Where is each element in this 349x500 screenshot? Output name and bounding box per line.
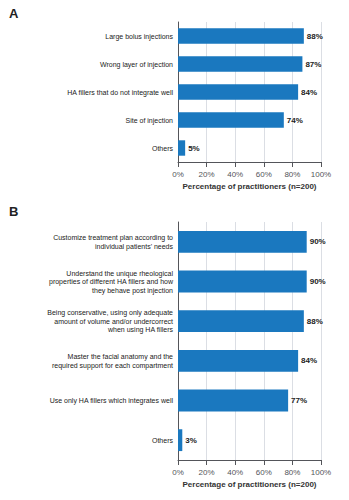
svg-text:88%: 88% — [307, 32, 323, 41]
svg-text:84%: 84% — [301, 356, 317, 365]
svg-text:60%: 60% — [256, 170, 272, 179]
svg-text:Understand the unique rheologi: Understand the unique rheological — [66, 270, 173, 278]
svg-text:A: A — [9, 6, 19, 21]
svg-text:100%: 100% — [311, 170, 331, 179]
svg-text:Percentage of practitioners (n: Percentage of practitioners (n=200) — [182, 182, 316, 191]
svg-text:Use only HA fillers which inte: Use only HA fillers which integrates wel… — [50, 397, 174, 405]
svg-text:20%: 20% — [199, 170, 215, 179]
svg-text:HA fillers that do not integra: HA fillers that do not integrate well — [67, 89, 173, 97]
svg-text:84%: 84% — [301, 88, 317, 97]
svg-text:40%: 40% — [227, 468, 243, 477]
svg-text:80%: 80% — [284, 468, 300, 477]
svg-text:Being conservative, using only: Being conservative, using only adequate — [47, 309, 173, 317]
svg-text:0%: 0% — [172, 170, 184, 179]
svg-text:80%: 80% — [284, 170, 300, 179]
svg-text:3%: 3% — [185, 436, 197, 445]
svg-text:77%: 77% — [291, 396, 307, 405]
svg-text:when using HA fillers: when using HA fillers — [107, 326, 173, 334]
svg-text:90%: 90% — [310, 237, 326, 246]
svg-text:Percentage of practitioners (n: Percentage of practitioners (n=200) — [182, 480, 316, 489]
svg-text:Site of injection: Site of injection — [126, 117, 174, 125]
svg-text:5%: 5% — [188, 144, 200, 153]
svg-text:individual patients' needs: individual patients' needs — [95, 243, 174, 251]
svg-text:100%: 100% — [311, 468, 331, 477]
svg-text:Others: Others — [152, 145, 174, 152]
svg-text:40%: 40% — [227, 170, 243, 179]
svg-text:90%: 90% — [310, 277, 326, 286]
svg-text:properties of different HA fil: properties of different HA fillers and h… — [49, 278, 174, 286]
svg-text:Others: Others — [152, 437, 174, 444]
svg-text:60%: 60% — [256, 468, 272, 477]
svg-text:Wrong layer of injection: Wrong layer of injection — [100, 61, 173, 69]
svg-text:Large bolus injections: Large bolus injections — [105, 33, 173, 41]
svg-text:required support for each comp: required support for each compartment — [52, 362, 173, 370]
svg-text:Master the facial anatomy and: Master the facial anatomy and the — [68, 353, 174, 361]
svg-text:B: B — [9, 204, 18, 219]
svg-text:0%: 0% — [172, 468, 184, 477]
svg-text:20%: 20% — [199, 468, 215, 477]
svg-text:74%: 74% — [287, 116, 303, 125]
svg-text:87%: 87% — [305, 60, 321, 69]
svg-text:they behave post injection: they behave post injection — [92, 287, 173, 295]
svg-text:Customize treatment plan accor: Customize treatment plan according to — [53, 234, 173, 242]
svg-text:88%: 88% — [307, 317, 323, 326]
svg-text:amount of volume and/or underc: amount of volume and/or undercorrect — [54, 318, 173, 325]
